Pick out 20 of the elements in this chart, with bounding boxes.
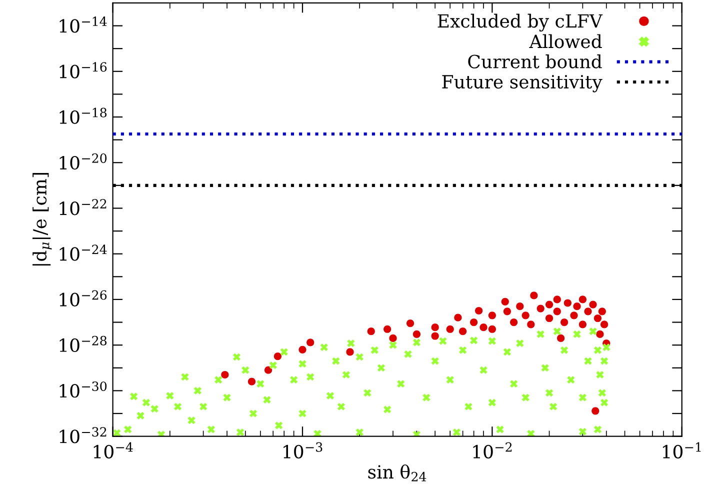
y-tick-label: 10$^{−18}$ (60, 108, 107, 124)
y-axis-title: |d$_{μ}$|/e [cm] (32, 172, 52, 266)
y-tick-label: 10$^{−32}$ (60, 427, 106, 444)
x-axis-title: sin θ$_{24}$ (368, 464, 426, 482)
legend-label: Excluded by cLFV (438, 14, 603, 32)
y-tick-label: 10$^{−20}$ (60, 153, 107, 170)
y-tick-label: 10$^{−26}$ (60, 290, 107, 306)
y-tick-label: 10$^{−24}$ (60, 244, 107, 261)
y-tick-label: 10$^{−22}$ (60, 199, 106, 216)
x-tick-label: 10$^{−1}$ (662, 442, 701, 458)
legend-label: Allowed (529, 34, 602, 48)
legend-label: Current bound (468, 54, 602, 68)
x-tick-label: 10$^{−3}$ (284, 442, 322, 458)
y-tick-label: 10$^{−28}$ (60, 336, 107, 352)
y-tick-label: 10$^{−14}$ (60, 16, 107, 33)
y-tick-label: 10$^{−30}$ (60, 381, 107, 398)
x-tick-label: 10$^{−2}$ (473, 442, 512, 458)
legend-label: Future sensitivity (442, 75, 602, 92)
y-tick-label: 10$^{−16}$ (60, 62, 107, 78)
x-tick-label: 10$^{−4}$ (94, 442, 133, 458)
